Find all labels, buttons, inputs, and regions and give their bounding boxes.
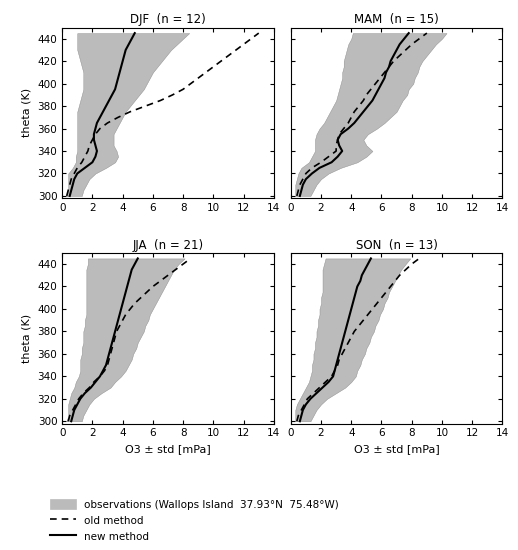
Legend: observations (Wallops Island  37.93°N  75.48°W), old method, new method: observations (Wallops Island 37.93°N 75.… [47, 496, 342, 545]
Y-axis label: theta (K): theta (K) [22, 314, 32, 362]
Y-axis label: theta (K): theta (K) [22, 89, 32, 138]
Title: JJA  (n = 21): JJA (n = 21) [133, 239, 204, 252]
X-axis label: O3 ± std [mPa]: O3 ± std [mPa] [354, 444, 439, 454]
Title: MAM  (n = 15): MAM (n = 15) [354, 13, 439, 26]
Title: SON  (n = 13): SON (n = 13) [356, 239, 438, 252]
X-axis label: O3 ± std [mPa]: O3 ± std [mPa] [125, 444, 211, 454]
Title: DJF  (n = 12): DJF (n = 12) [130, 13, 206, 26]
